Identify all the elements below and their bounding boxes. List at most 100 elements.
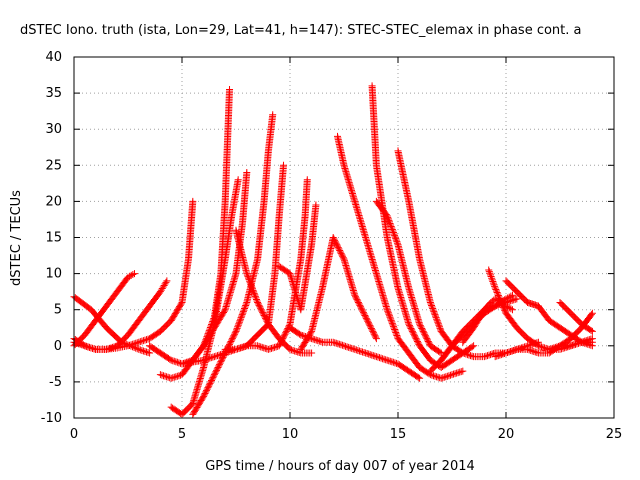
data-point-marker — [492, 286, 500, 294]
data-point-marker — [261, 344, 269, 352]
data-point-marker — [201, 389, 209, 397]
data-point-marker — [357, 347, 365, 355]
data-point-marker — [233, 324, 241, 332]
data-point-marker — [352, 294, 360, 302]
data-point-marker — [385, 357, 393, 365]
data-point-marker — [87, 344, 95, 352]
data-point-marker — [203, 385, 211, 393]
data-point-marker — [542, 344, 550, 352]
data-point — [491, 353, 499, 361]
data-point-marker — [363, 316, 371, 324]
x-tick-label: 25 — [606, 427, 623, 442]
data-point-marker — [282, 329, 290, 337]
data-point-marker — [162, 278, 170, 286]
data-point-marker — [314, 337, 322, 345]
data-point-marker — [424, 337, 432, 345]
data-point-marker — [361, 311, 369, 319]
data-point-marker — [490, 281, 498, 289]
series-11 — [232, 226, 316, 357]
data-point — [81, 342, 89, 350]
data-point-marker — [129, 271, 137, 279]
data-point-marker — [367, 323, 375, 331]
data-point — [286, 345, 294, 353]
data-point-marker — [213, 352, 221, 360]
data-point-marker — [247, 280, 255, 288]
data-point-marker — [531, 348, 539, 356]
data-point — [362, 313, 370, 321]
chart-title: dSTEC Iono. truth (ista, Lon=29, Lat=41,… — [20, 23, 582, 38]
data-point-marker — [435, 323, 443, 331]
data-point-marker — [451, 370, 459, 378]
data-point-marker — [233, 326, 241, 334]
data-point-marker — [352, 293, 360, 301]
data-point-marker — [377, 354, 385, 362]
data-point-marker — [76, 340, 84, 348]
data-point-marker — [166, 355, 174, 363]
data-point-marker — [258, 343, 266, 351]
data-point-marker — [315, 337, 323, 345]
data-point — [135, 338, 143, 346]
data-point-marker — [250, 289, 258, 297]
data-point-marker — [254, 300, 262, 308]
data-point-marker — [430, 308, 438, 316]
data-point-marker — [568, 341, 576, 349]
data-point-marker — [445, 372, 453, 380]
data-point-marker — [336, 246, 344, 254]
data-points — [70, 82, 596, 418]
data-point-marker — [385, 310, 393, 318]
data-point-marker — [239, 309, 247, 317]
data-point-marker — [504, 294, 512, 302]
data-point-marker — [505, 293, 513, 301]
data-point — [588, 327, 596, 335]
data-point-marker — [393, 238, 401, 246]
data-point — [232, 327, 240, 335]
x-tick-label: 15 — [390, 427, 407, 442]
data-point-marker — [510, 296, 518, 304]
data-point-marker — [281, 330, 289, 338]
data-point-marker — [161, 372, 169, 380]
data-point-marker — [356, 301, 364, 309]
data-point-marker — [433, 315, 441, 323]
series-8 — [189, 111, 277, 418]
data-point-marker — [244, 273, 252, 281]
series-12 — [275, 201, 320, 314]
data-point-marker — [505, 304, 513, 312]
data-point-marker — [343, 343, 351, 351]
data-point-marker — [487, 273, 495, 281]
data-point-marker — [208, 376, 216, 384]
y-tick-label: 25 — [45, 158, 62, 173]
data-point-marker — [237, 315, 245, 323]
data-point — [351, 345, 359, 353]
data-point-marker — [78, 341, 86, 349]
data-point-marker — [248, 285, 256, 293]
data-point-marker — [386, 313, 394, 321]
data-point-marker — [231, 329, 239, 337]
data-point-marker — [430, 309, 438, 317]
data-point-marker — [391, 325, 399, 333]
data-point-marker — [133, 339, 141, 347]
data-point-marker — [234, 323, 242, 331]
data-point-marker — [392, 330, 400, 338]
data-point-marker — [241, 342, 249, 350]
series-27 — [545, 338, 596, 353]
data-point-marker — [255, 342, 263, 350]
data-point-marker — [494, 291, 502, 299]
data-point-marker — [307, 329, 315, 337]
data-point — [135, 345, 143, 353]
data-point-marker — [421, 330, 429, 338]
data-point-marker — [132, 339, 140, 347]
data-point-marker — [416, 322, 424, 330]
data-point-marker — [384, 309, 392, 317]
data-point-marker — [411, 332, 419, 340]
data-point-marker — [332, 239, 340, 247]
data-point-marker — [360, 349, 368, 357]
data-point-marker — [408, 326, 416, 334]
data-point-marker — [261, 313, 269, 321]
data-point-marker — [295, 349, 303, 357]
data-point-marker — [312, 336, 320, 344]
data-point-marker — [442, 373, 450, 381]
data-point-marker — [500, 350, 508, 358]
data-point-marker — [206, 379, 214, 387]
series-7 — [167, 176, 242, 418]
data-point-marker — [202, 388, 210, 396]
